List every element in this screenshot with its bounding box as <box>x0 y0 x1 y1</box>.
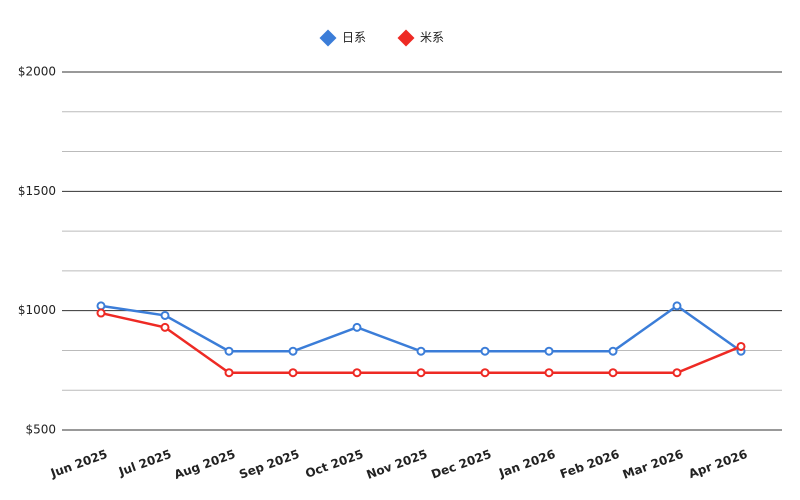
y-tick-label: $2000 <box>18 65 56 79</box>
data-point <box>416 346 426 356</box>
x-tick-label: Sep 2025 <box>237 447 301 482</box>
data-point <box>352 322 362 332</box>
data-point <box>736 341 746 351</box>
data-point <box>480 346 490 356</box>
data-point <box>672 301 682 311</box>
data-point <box>288 368 298 378</box>
data-point <box>544 346 554 356</box>
data-point <box>352 368 362 378</box>
legend-label: 米系 <box>420 31 444 45</box>
data-point <box>160 322 170 332</box>
y-tick-label: $500 <box>25 423 56 437</box>
x-tick-label: Apr 2026 <box>687 447 749 481</box>
y-tick-label: $1000 <box>18 303 56 317</box>
data-point <box>608 368 618 378</box>
x-tick-label: Jun 2025 <box>48 447 109 481</box>
x-tick-label: Dec 2025 <box>429 447 493 482</box>
series-line <box>100 304 742 353</box>
x-tick-label: Jan 2026 <box>496 447 557 481</box>
data-point <box>224 368 234 378</box>
x-tick-label: Aug 2025 <box>172 447 237 482</box>
data-point <box>160 310 170 320</box>
series-line <box>100 311 742 374</box>
data-point <box>96 301 106 311</box>
data-point <box>416 368 426 378</box>
data-point <box>96 308 106 318</box>
data-point <box>608 346 618 356</box>
data-point <box>672 368 682 378</box>
x-tick-label: Jul 2025 <box>116 447 173 479</box>
x-tick-label: Feb 2026 <box>558 447 621 481</box>
legend-marker <box>319 29 337 47</box>
data-point <box>224 346 234 356</box>
legend-marker <box>397 29 415 47</box>
y-tick-label: $1500 <box>18 184 56 198</box>
x-tick-label: Mar 2026 <box>621 447 686 482</box>
data-point <box>544 368 554 378</box>
x-tick-label: Oct 2025 <box>303 447 365 481</box>
legend-label: 日系 <box>342 31 366 45</box>
x-tick-label: Nov 2025 <box>365 447 430 482</box>
data-point <box>480 368 490 378</box>
data-point <box>288 346 298 356</box>
